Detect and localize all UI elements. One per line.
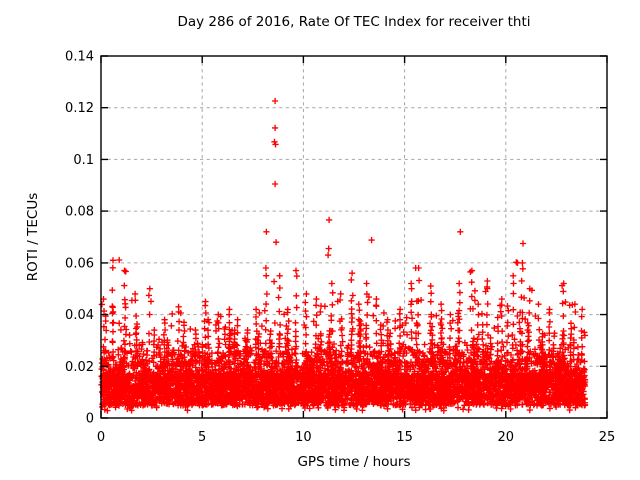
- x-tick-label: 15: [396, 430, 413, 445]
- x-tick-label: 20: [498, 430, 515, 445]
- x-axis-label: GPS time / hours: [297, 454, 411, 470]
- y-tick-label: 0.06: [65, 256, 94, 271]
- scatter-points: [98, 97, 589, 414]
- axis-ticks: [100, 55, 608, 419]
- plot-border: [100, 55, 608, 419]
- y-tick-label: 0.08: [65, 205, 94, 220]
- x-tick-label: 10: [295, 430, 312, 445]
- y-tick-label: 0.14: [65, 50, 94, 65]
- y-tick-label: 0.02: [65, 360, 94, 375]
- x-tick-label: 5: [198, 430, 206, 445]
- y-tick-label: 0: [86, 412, 94, 427]
- chart-title: Day 286 of 2016, Rate Of TEC Index for r…: [177, 14, 531, 30]
- y-tick-label: 0.1: [73, 153, 94, 168]
- y-tick-label: 0.12: [65, 101, 94, 116]
- x-tick-label: 25: [599, 430, 616, 445]
- x-tick-label: 0: [97, 430, 105, 445]
- y-tick-label: 0.04: [65, 308, 94, 323]
